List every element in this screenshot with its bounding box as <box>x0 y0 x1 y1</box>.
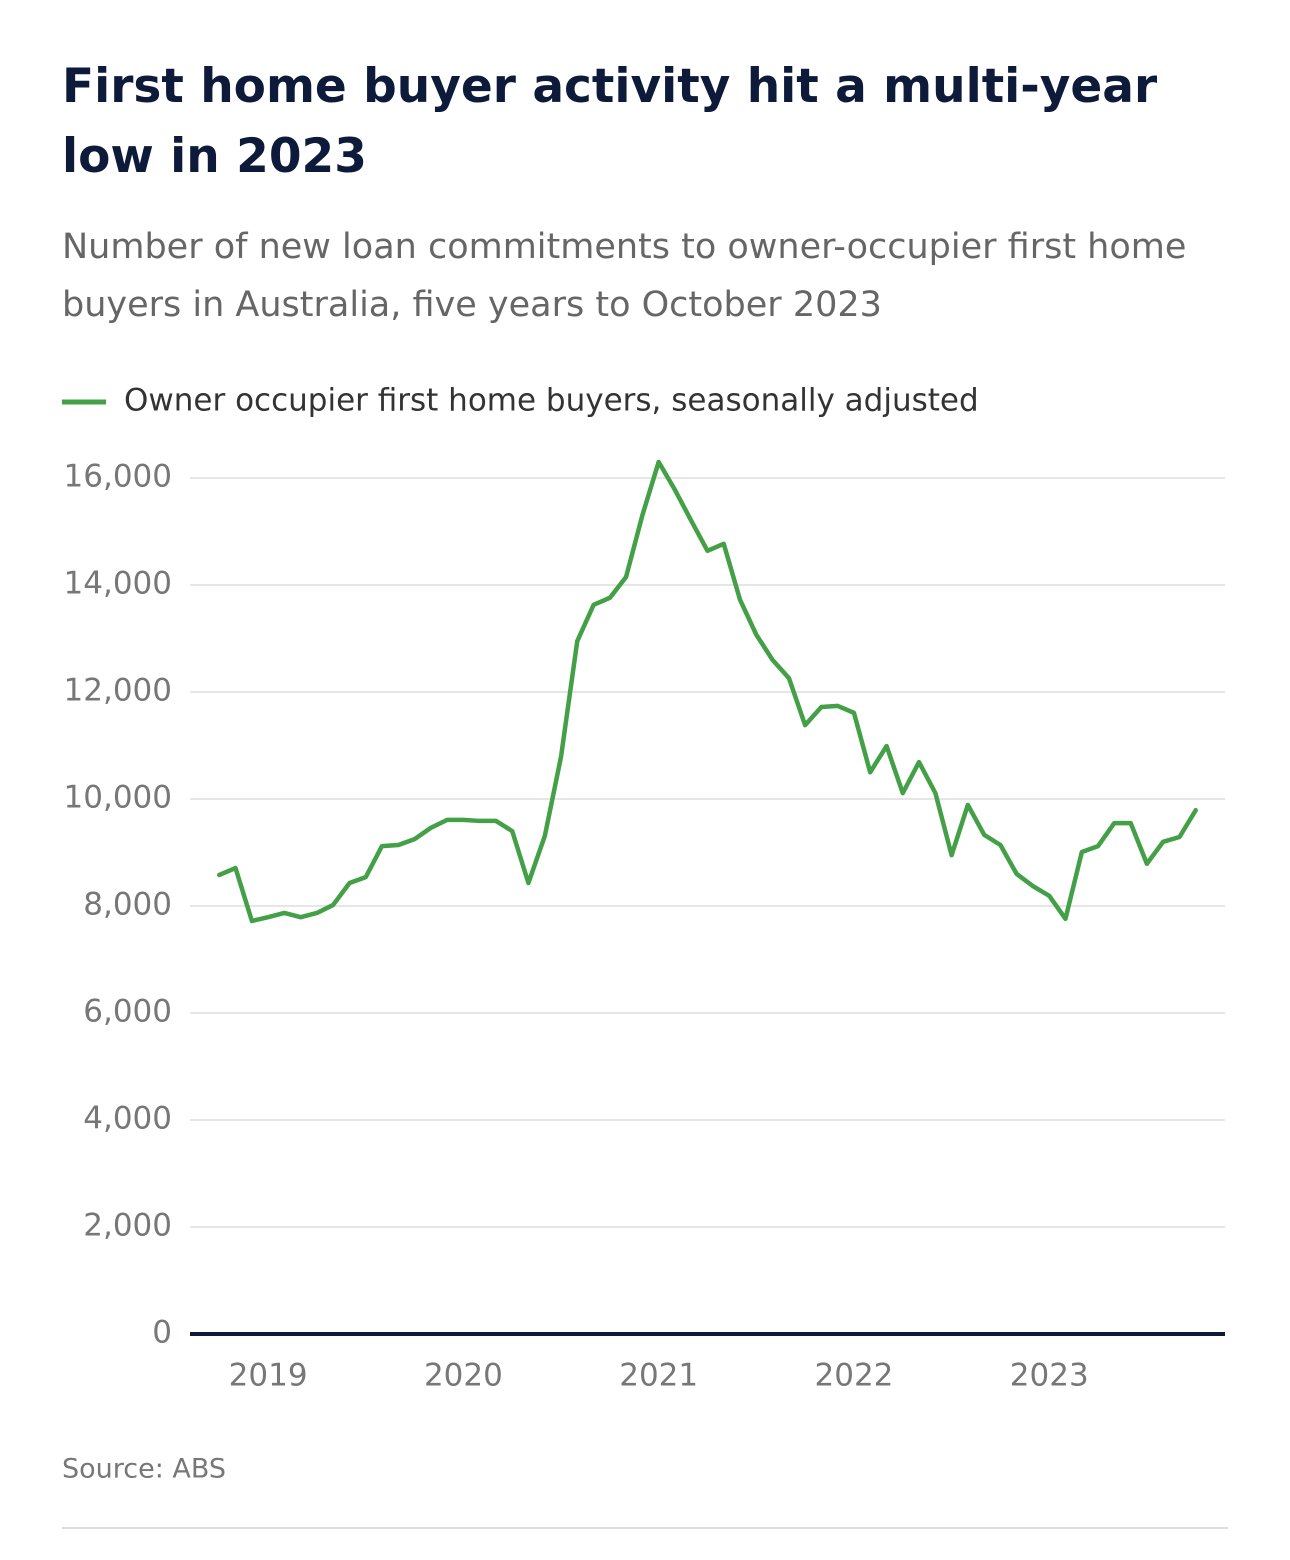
line-series <box>217 459 1198 924</box>
x-tick-label: 2021 <box>619 1358 698 1394</box>
y-tick-label: 8,000 <box>83 887 172 923</box>
x-tick-label: 2019 <box>229 1358 308 1394</box>
y-tick-label: 2,000 <box>83 1208 172 1244</box>
legend-label: Owner occupier first home buyers, season… <box>124 383 979 419</box>
y-tick-label: 4,000 <box>83 1101 172 1137</box>
x-tick-label: 2022 <box>815 1358 894 1394</box>
y-tick-label: 12,000 <box>64 673 172 709</box>
x-tick-label: 2020 <box>424 1358 503 1394</box>
y-tick-label: 10,000 <box>64 780 172 816</box>
y-tick-label: 0 <box>152 1315 172 1351</box>
y-tick-label: 16,000 <box>64 459 172 495</box>
x-tick-label: 2023 <box>1010 1358 1089 1394</box>
y-tick-label: 14,000 <box>64 566 172 602</box>
chart-subtitle: Number of new loan commitments to owner-… <box>62 227 1187 325</box>
y-tick-label: 6,000 <box>83 994 172 1030</box>
source: Source: ABS <box>62 1454 226 1485</box>
chart-title: First home buyer activity hit a multi-ye… <box>62 59 1158 184</box>
